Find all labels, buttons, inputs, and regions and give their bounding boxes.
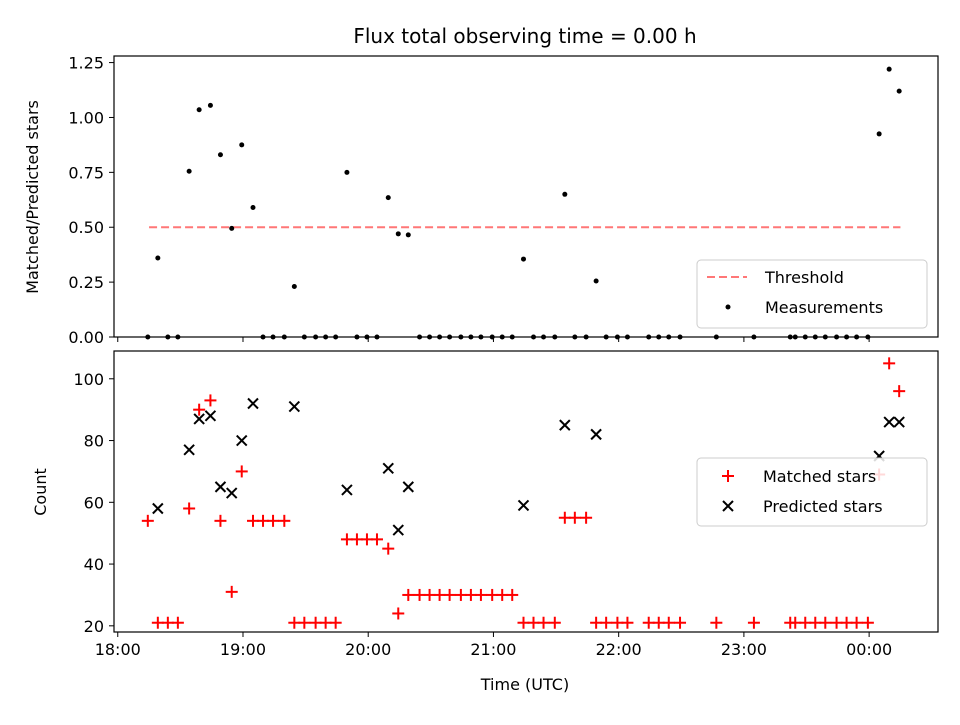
measurement-point [239,142,244,147]
measurement-point [208,103,213,108]
measurement-point [521,257,526,262]
top-y-tick-label: 0.25 [68,273,104,292]
bottom-legend: Matched stars Predicted stars [697,458,927,526]
measurement-point [251,205,256,210]
bottom-x-tick-label: 20:00 [345,640,391,659]
top-legend: Threshold Measurements [697,260,927,328]
bottom-x-tick-label: 18:00 [95,640,141,659]
matched-stars-legend-label: Matched stars [763,467,876,486]
predicted-stars-legend-label: Predicted stars [763,497,883,516]
measurement-point [292,284,297,289]
measurements-legend-swatch [726,305,731,310]
measurement-point [406,232,411,237]
bottom-y-axis-label: Count [31,468,50,516]
top-y-tick-label: 1.25 [68,54,104,73]
figure: Flux total observing time = 0.00 h 0.00 0… [0,0,960,720]
bottom-x-tick-label: 21:00 [470,640,516,659]
top-y-tick-label: 1.00 [68,108,104,127]
measurements-legend-label: Measurements [765,298,883,317]
figure-background [0,0,960,720]
measurement-point [218,152,223,157]
bottom-x-tick-label: 23:00 [721,640,767,659]
measurement-point [877,131,882,136]
bottom-y-tick-label: 80 [84,432,104,451]
threshold-legend-label: Threshold [764,268,844,287]
bottom-x-tick-label: 00:00 [846,640,892,659]
bottom-y-tick-label: 100 [73,370,104,389]
measurement-point [897,89,902,94]
bottom-y-tick-label: 20 [84,617,104,636]
bottom-x-axis-label: Time (UTC) [480,675,569,694]
measurement-point [187,169,192,174]
measurement-point [229,226,234,231]
measurement-point [386,195,391,200]
measurement-point [594,279,599,284]
bottom-x-tick-label: 19:00 [220,640,266,659]
measurement-point [344,170,349,175]
bottom-x-tick-label: 22:00 [596,640,642,659]
top-chart-title: Flux total observing time = 0.00 h [353,24,696,48]
measurement-point [197,107,202,112]
measurement-point [887,67,892,72]
measurement-point [562,192,567,197]
measurement-point [155,255,160,260]
top-y-tick-label: 0.75 [68,163,104,182]
bottom-y-tick-label: 60 [84,493,104,512]
bottom-y-tick-label: 40 [84,555,104,574]
top-y-tick-label: 0.50 [68,218,104,237]
top-y-tick-label: 0.00 [68,328,104,347]
top-y-axis-label: Matched/Predicted stars [23,100,42,294]
measurement-point [396,231,401,236]
